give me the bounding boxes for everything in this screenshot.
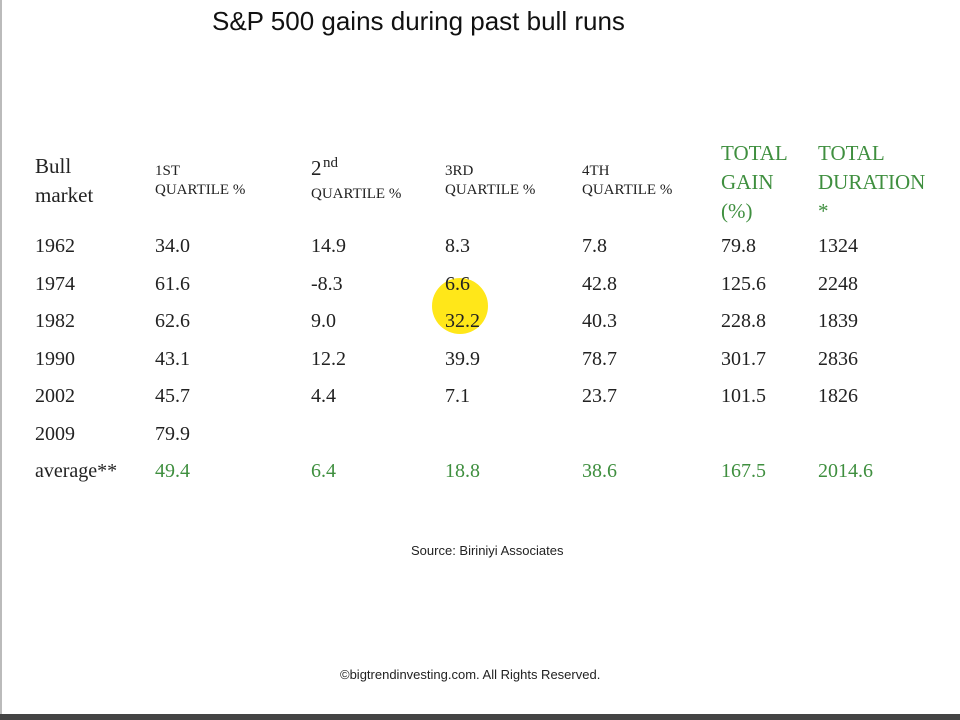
frame	[0, 0, 2, 720]
cell: 79.9	[155, 422, 190, 445]
cell: 1839	[818, 310, 858, 332]
header: *	[818, 199, 829, 223]
header: TOTAL	[818, 141, 885, 165]
cell: 42.8	[582, 272, 617, 295]
cell: 39.9	[445, 347, 480, 370]
row-label: 1962	[35, 235, 75, 257]
cell: 125.6	[721, 272, 766, 295]
cell: 6.4	[311, 460, 336, 482]
cursor-highlight	[432, 278, 488, 334]
cell: 12.2	[311, 347, 346, 370]
frame	[0, 714, 960, 720]
cell: 40.3	[582, 310, 617, 332]
cell: 43.1	[155, 347, 190, 370]
header: 1ST	[155, 163, 181, 179]
cell: 6.6	[445, 272, 470, 295]
cell: 9.0	[311, 310, 336, 332]
cell: 167.5	[721, 460, 766, 482]
header: QUARTILE %	[582, 182, 673, 198]
cell: 38.6	[582, 460, 617, 482]
header: Bull	[35, 154, 72, 178]
cell: 78.7	[582, 347, 617, 370]
cell: 2248	[818, 272, 858, 295]
cell: 8.3	[445, 235, 470, 257]
cell: 7.1	[445, 385, 470, 407]
row-label: 2009	[35, 422, 75, 445]
header: 2	[311, 156, 322, 180]
row-label: average**	[35, 460, 118, 482]
cell: 228.8	[721, 310, 766, 332]
header: GAIN	[721, 170, 774, 194]
header: 4TH	[582, 163, 610, 179]
cell: 7.8	[582, 235, 607, 257]
header: 3RD	[445, 163, 474, 179]
cell: 32.2	[445, 310, 480, 332]
cell: 301.7	[721, 347, 766, 370]
header: QUARTILE %	[445, 182, 536, 198]
row-label: 1982	[35, 310, 75, 332]
header: QUARTILE %	[155, 182, 246, 198]
cell: 2014.6	[818, 460, 873, 482]
header-sup: nd	[323, 155, 338, 171]
row-label: 1990	[35, 347, 75, 370]
cell: 4.4	[311, 385, 336, 407]
cell: 23.7	[582, 385, 617, 407]
cell: 34.0	[155, 235, 190, 257]
header: DURATION	[818, 170, 926, 194]
cell: 49.4	[155, 460, 190, 482]
cell: 79.8	[721, 235, 756, 257]
cell: 61.6	[155, 272, 190, 295]
source: Source: Biriniyi Associates	[411, 543, 564, 558]
cell: -8.3	[311, 272, 343, 295]
cell: 18.8	[445, 460, 480, 482]
copyright: ©bigtrendinvesting.com. All Rights Reser…	[340, 667, 601, 682]
cell: 1826	[818, 385, 858, 407]
cell: 2836	[818, 347, 858, 370]
cell: 62.6	[155, 310, 190, 332]
row-label: 1974	[35, 272, 75, 295]
row-label: 2002	[35, 385, 75, 407]
cell: 1324	[818, 235, 858, 257]
cell: 101.5	[721, 385, 766, 407]
cell: 14.9	[311, 235, 346, 257]
header: (%)	[721, 199, 753, 223]
title: S&P 500 gains during past bull runs	[212, 6, 625, 36]
cell: 45.7	[155, 385, 190, 407]
header: QUARTILE %	[311, 186, 402, 202]
header: TOTAL	[721, 141, 788, 165]
header: market	[35, 183, 94, 207]
